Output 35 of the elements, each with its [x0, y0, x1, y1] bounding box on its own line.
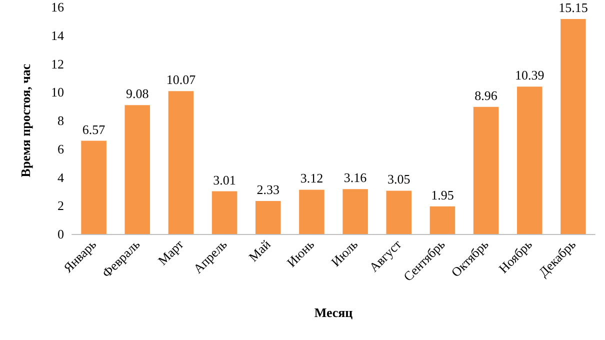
bar [386, 190, 412, 234]
data-label: 3.05 [388, 172, 410, 187]
y-tick-label: 2 [58, 198, 64, 214]
data-label: 3.01 [213, 172, 236, 188]
y-axis-title: Время простоя, час [18, 64, 33, 178]
y-tick-label: 16 [51, 0, 64, 14]
y-tick-label: 12 [51, 56, 64, 72]
x-axis-title: Месяц [314, 305, 354, 320]
y-tick-label: 14 [51, 28, 64, 43]
data-label: 10.39 [515, 68, 544, 83]
bar [516, 86, 542, 234]
bar [168, 91, 194, 234]
data-label: 2.33 [256, 182, 280, 197]
bar [299, 190, 324, 234]
data-label: 3.16 [344, 170, 368, 186]
data-label: 1.95 [431, 187, 454, 202]
data-label: 3.12 [300, 170, 324, 186]
bar [560, 19, 586, 234]
y-tick-label: 0 [58, 226, 64, 242]
bar [473, 106, 499, 234]
bar [430, 206, 456, 234]
data-label: 9.08 [126, 86, 149, 102]
y-tick-label: 8 [58, 113, 64, 128]
data-label: 15.15 [558, 0, 588, 16]
bar [342, 189, 368, 234]
bar [212, 191, 238, 234]
bar [124, 105, 150, 234]
y-tick-label: 4 [58, 170, 64, 185]
bar [81, 140, 106, 234]
y-tick-label: 10 [51, 84, 64, 100]
data-label: 10.07 [166, 72, 196, 88]
data-label: 6.57 [82, 122, 106, 137]
y-tick-label: 6 [58, 141, 64, 156]
bar [255, 200, 281, 234]
data-label: 8.96 [474, 88, 498, 103]
